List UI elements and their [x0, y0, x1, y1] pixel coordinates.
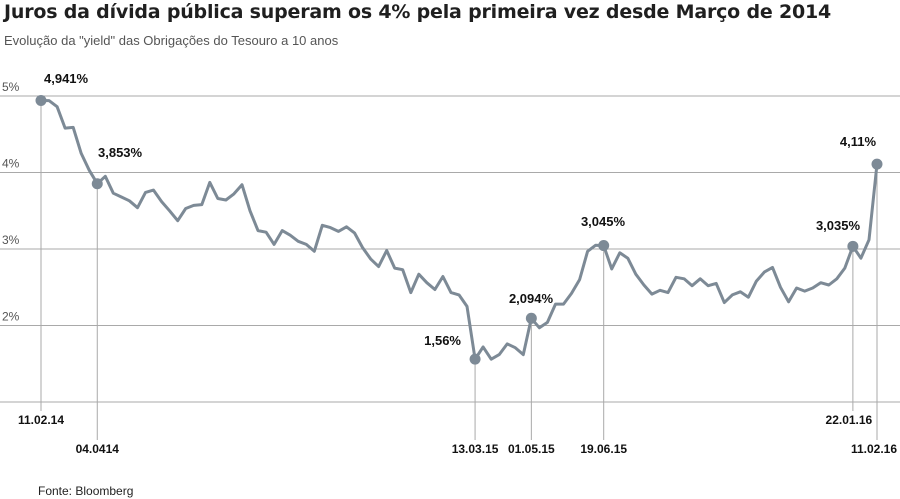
annotation-value-label: 3,853%	[98, 145, 143, 160]
annotation-marker	[871, 158, 883, 170]
annotation-marker	[469, 353, 481, 365]
y-tick-label: 2%	[2, 310, 20, 324]
annotation-value-label: 3,045%	[581, 214, 626, 229]
annotation-value-label: 1,56%	[424, 333, 461, 348]
series-layer	[39, 99, 879, 361]
annotation-value-label: 2,094%	[509, 291, 554, 306]
chart-title: Juros da dívida pública superam os 4% pe…	[4, 1, 832, 23]
annotation-value-label: 4,941%	[44, 71, 89, 86]
annotation-markers	[35, 95, 883, 365]
annotation-date-label: 11.02.14	[18, 413, 64, 427]
source-note: Fonte: Bloomberg	[38, 484, 134, 498]
annotation-value-label: 4,11%	[840, 134, 877, 149]
chart-subtitle: Evolução da "yield" das Obrigações do Te…	[4, 33, 339, 48]
annotation-marker	[525, 312, 537, 324]
annotation-leader-lines	[40, 100, 878, 440]
annotation-date-label: 04.0414	[76, 442, 120, 456]
y-tick-label: 5%	[2, 80, 20, 94]
annotation-marker	[598, 240, 610, 252]
annotation-value-label: 3,035%	[816, 218, 861, 233]
annotation-labels: 4,941% 11.02.14 3,853% 04.0414 1,56% 13.03.15…	[18, 71, 897, 456]
annotation-date-label: 19.06.15	[580, 442, 627, 456]
y-tick-label: 3%	[2, 233, 20, 247]
annotation-date-label: 01.05.15	[508, 442, 555, 456]
annotation-date-label: 13.03.15	[452, 442, 499, 456]
annotation-marker	[847, 240, 859, 252]
gridlines: 5% 4% 3% 2%	[0, 80, 900, 403]
annotation-date-label: 11.02.16	[851, 442, 897, 456]
y-tick-label: 4%	[2, 157, 20, 171]
yield-series-line	[39, 99, 879, 361]
annotation-marker	[91, 178, 103, 190]
annotation-marker	[35, 95, 47, 107]
annotation-date-label: 22.01.16	[826, 413, 873, 427]
